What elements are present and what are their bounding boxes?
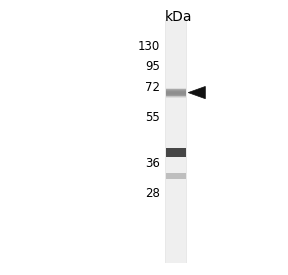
Text: 28: 28 [145,187,160,200]
Bar [166,148,186,156]
Text: 130: 130 [137,40,160,53]
Text: 95: 95 [145,60,160,73]
Bar [166,20,186,263]
Bar [166,94,187,98]
Bar [166,91,187,95]
Text: 55: 55 [145,111,160,123]
Bar [166,89,187,93]
Bar [166,89,187,97]
Polygon shape [188,86,205,99]
Bar [165,20,187,263]
Bar [166,93,187,97]
Bar [166,88,187,92]
Bar [166,173,186,179]
Text: 36: 36 [145,157,160,170]
Bar [166,92,187,96]
Bar [166,90,187,94]
Text: kDa: kDa [164,10,192,24]
Text: 72: 72 [145,81,160,94]
